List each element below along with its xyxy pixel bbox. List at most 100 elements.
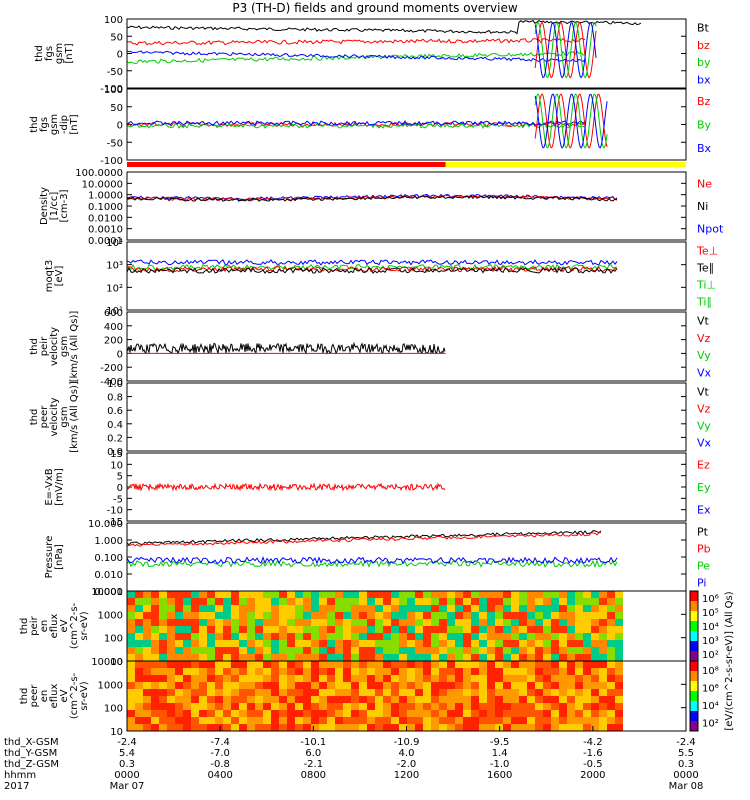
ytick-label: 100 — [104, 634, 123, 645]
spectrogram-cell — [607, 633, 615, 640]
spectrogram-cell — [567, 661, 575, 668]
ytick-label: 100 — [104, 15, 123, 26]
xaxis-value: 5.5 — [678, 748, 694, 759]
plot-title: P3 (TH-D) fields and ground moments over… — [232, 1, 518, 15]
ylabel-line: (cm^2-s- — [69, 672, 80, 719]
spectrogram-cell — [287, 675, 295, 682]
spectrogram-cell — [431, 724, 439, 731]
spectrogram-cell — [151, 605, 159, 612]
spectrogram-cell — [287, 696, 295, 703]
spectrogram-cell — [543, 591, 551, 598]
spectrogram-cell — [487, 591, 495, 598]
spectrogram-cell — [415, 612, 423, 619]
ytick-label: 100 — [104, 704, 123, 715]
colorbar-segment — [690, 591, 698, 602]
spectrogram-cell — [167, 619, 175, 626]
spectrogram-cell — [543, 640, 551, 647]
spectrogram-cell — [167, 675, 175, 682]
spectrogram-cell — [455, 689, 463, 696]
spectrogram-cell — [175, 661, 183, 668]
spectrogram-cell — [255, 682, 263, 689]
ytick-label: 10.000 — [88, 519, 123, 530]
spectrogram-cell — [543, 689, 551, 696]
spectrogram-cell — [463, 654, 471, 661]
spectrogram-cell — [431, 675, 439, 682]
xaxis-value: Mar 08 — [669, 781, 704, 792]
spectrogram-cell — [335, 591, 343, 598]
spectrogram-cell — [407, 612, 415, 619]
spectrogram-cell — [223, 647, 231, 654]
spectrogram-cell — [191, 710, 199, 717]
spectrogram-cell — [583, 710, 591, 717]
spectrogram-cell — [127, 654, 135, 661]
spectrogram-cell — [375, 696, 383, 703]
spectrogram-cell — [271, 724, 279, 731]
spectrogram-cell — [287, 717, 295, 724]
spectrogram-cell — [575, 675, 583, 682]
spectrogram-cell — [407, 633, 415, 640]
ylabel-line: peir — [29, 615, 40, 635]
spectrogram-cell — [191, 675, 199, 682]
xaxis-row-label: 2017 — [4, 781, 29, 792]
spectrogram-cell — [487, 710, 495, 717]
spectrogram-cell — [391, 661, 399, 668]
spectrogram-cell — [423, 724, 431, 731]
spectrogram-cell — [455, 710, 463, 717]
spectrogram-cell — [303, 675, 311, 682]
spectrogram-cell — [359, 598, 367, 605]
spectrogram-cell — [415, 598, 423, 605]
spectrogram-cell — [319, 717, 327, 724]
spectrogram-cell — [135, 682, 143, 689]
spectrogram-cell — [215, 675, 223, 682]
spectrogram-cell — [151, 654, 159, 661]
series-Ez — [126, 482, 446, 492]
spectrogram-cell — [407, 675, 415, 682]
spectrogram-cell — [487, 654, 495, 661]
spectrogram-cell — [343, 668, 351, 675]
spectrogram-cell — [175, 703, 183, 710]
xaxis-value: -0.8 — [210, 759, 230, 770]
spectrogram-cell — [223, 717, 231, 724]
legend-entry: Ez — [697, 458, 710, 471]
spectrogram-cell — [559, 619, 567, 626]
spectrogram-cell — [591, 647, 599, 654]
spectrogram-cell — [175, 612, 183, 619]
ytick-label: 10000 — [91, 587, 123, 598]
series-Ti-perp — [126, 259, 618, 266]
spectrogram-cell — [207, 710, 215, 717]
spectrogram-cell — [247, 591, 255, 598]
spectrogram-cell — [367, 717, 375, 724]
spectrogram-cell — [207, 682, 215, 689]
spectrogram-cell — [335, 661, 343, 668]
spectrogram-cell — [407, 661, 415, 668]
spectrogram-cell — [527, 717, 535, 724]
spectrogram-cell — [431, 612, 439, 619]
spectrogram-cell — [327, 710, 335, 717]
spectrogram-cell — [511, 724, 519, 731]
spectrogram-cell — [359, 682, 367, 689]
spectrogram-cell — [391, 689, 399, 696]
spectrogram-cell — [599, 647, 607, 654]
spectrogram-cell — [135, 598, 143, 605]
spectrogram-cell — [207, 619, 215, 626]
spectrogram-cell — [303, 661, 311, 668]
spectrogram-cell — [399, 633, 407, 640]
spectrogram-cell — [535, 717, 543, 724]
series-oscillation — [534, 93, 608, 149]
spectrogram-cell — [391, 724, 399, 731]
spectrogram-cell — [415, 696, 423, 703]
spectrogram-cell — [543, 696, 551, 703]
spectrogram-cell — [207, 626, 215, 633]
spectrogram-cell — [295, 654, 303, 661]
spectrogram-cell — [439, 598, 447, 605]
spectrogram-cell — [535, 724, 543, 731]
spectrogram-cell — [503, 598, 511, 605]
ylabel-line: gsm — [49, 114, 60, 135]
spectrogram-cell — [343, 689, 351, 696]
spectrogram-cell — [607, 647, 615, 654]
spectrogram-cell — [127, 640, 135, 647]
spectrogram-cell — [287, 605, 295, 612]
spectrogram-cell — [191, 633, 199, 640]
legend-entry: Ni — [697, 200, 708, 213]
spectrogram-cell — [263, 682, 271, 689]
